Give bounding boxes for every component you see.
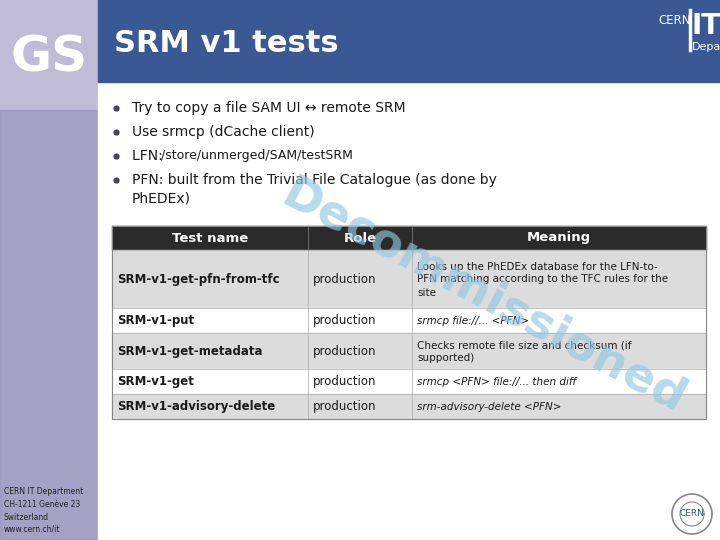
Bar	[98, 82, 720, 540]
Text: Meaning: Meaning	[527, 232, 591, 245]
Text: production: production	[313, 375, 377, 388]
Text: Checks remote file size and checksum (if: Checks remote file size and checksum (if	[417, 340, 631, 350]
Text: Decommissioned: Decommissioned	[274, 171, 693, 423]
Text: Use srmcp (dCache client): Use srmcp (dCache client)	[132, 125, 315, 139]
Bar	[112, 369, 706, 394]
Text: PFN: built from the Trivial File Catalogue (as done by: PFN: built from the Trivial File Catalog…	[132, 173, 497, 187]
Text: GS: GS	[10, 34, 88, 82]
Text: Test name: Test name	[172, 232, 248, 245]
Text: production: production	[313, 345, 377, 357]
Text: production: production	[313, 273, 377, 286]
Text: SRM-v1-put: SRM-v1-put	[117, 314, 194, 327]
Text: SRM-v1-get: SRM-v1-get	[117, 375, 194, 388]
Text: Role: Role	[343, 232, 377, 245]
Text: PhEDEx): PhEDEx)	[132, 191, 191, 205]
Text: Department: Department	[692, 42, 720, 52]
Text: srmcp <PFN> file://... then diff: srmcp <PFN> file://... then diff	[417, 377, 576, 387]
Text: SRM v1 tests: SRM v1 tests	[114, 29, 338, 57]
Text: IT: IT	[692, 12, 720, 40]
Text: LFN:: LFN:	[132, 149, 167, 163]
Text: /store/unmerged/SAM/testSRM: /store/unmerged/SAM/testSRM	[161, 150, 353, 163]
Text: SRM-v1-get-metadata: SRM-v1-get-metadata	[117, 345, 263, 357]
Text: SRM-v1-advisory-delete: SRM-v1-advisory-delete	[117, 400, 275, 413]
Text: Try to copy a file SAM UI ↔ remote SRM: Try to copy a file SAM UI ↔ remote SRM	[132, 101, 405, 115]
Text: production: production	[313, 314, 377, 327]
Bar	[112, 226, 706, 250]
Text: srmcp file://... <PFN>: srmcp file://... <PFN>	[417, 316, 529, 326]
Bar	[112, 250, 706, 308]
Text: PFN matching according to the TFC rules for the: PFN matching according to the TFC rules …	[417, 274, 668, 285]
Text: CERN: CERN	[680, 510, 704, 518]
Bar	[98, 0, 720, 82]
Bar	[112, 394, 706, 419]
Bar	[112, 308, 706, 333]
Bar	[0, 0, 98, 540]
Text: srm-advisory-delete <PFN>: srm-advisory-delete <PFN>	[417, 402, 562, 412]
Text: CERN: CERN	[658, 14, 690, 27]
Text: Looks up the PhEDEx database for the LFN-to-: Looks up the PhEDEx database for the LFN…	[417, 261, 658, 272]
Text: SRM-v1-get-pfn-from-tfc: SRM-v1-get-pfn-from-tfc	[117, 273, 279, 286]
Text: supported): supported)	[417, 353, 474, 363]
Bar	[112, 333, 706, 369]
Text: site: site	[417, 287, 436, 298]
Text: CERN IT Department
CH-1211 Genève 23
Switzerland
www.cern.ch/it: CERN IT Department CH-1211 Genève 23 Swi…	[4, 488, 84, 534]
Text: production: production	[313, 400, 377, 413]
Bar	[0, 110, 98, 540]
